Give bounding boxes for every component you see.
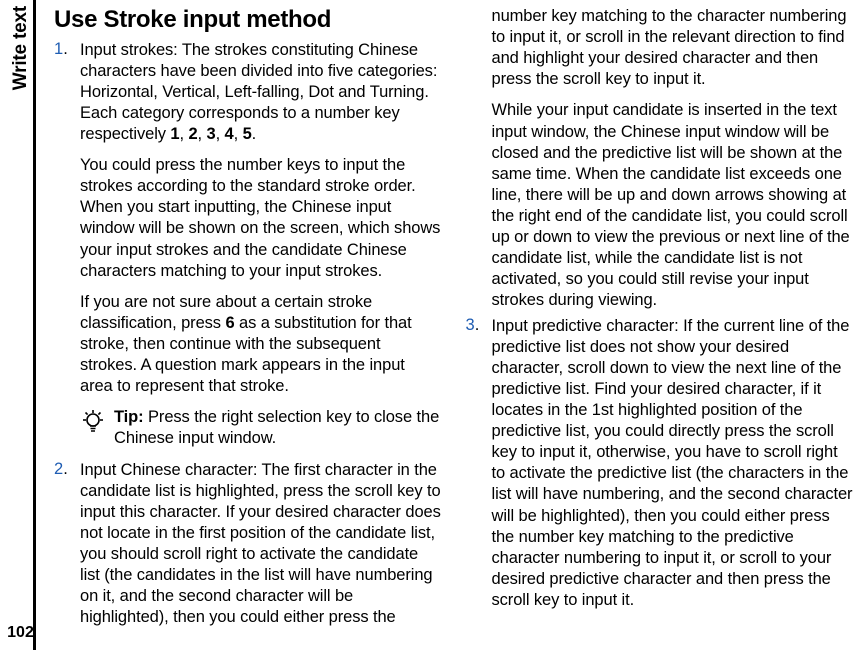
step-paragraph: Input predictive character: If the curre… bbox=[492, 316, 854, 612]
step-paragraph: While your input candidate is inserted i… bbox=[492, 100, 854, 311]
step-paragraph: You could press the number keys to input… bbox=[80, 155, 442, 282]
page-title: Use Stroke input method bbox=[54, 6, 442, 34]
tip-block: Tip: Press the right selection key to cl… bbox=[80, 407, 442, 449]
step-paragraph: If you are not sure about a certain stro… bbox=[80, 292, 442, 398]
section-label: Write text bbox=[10, 6, 32, 90]
sidebar: Write text 102 bbox=[8, 0, 36, 650]
step-number: 2. bbox=[54, 460, 68, 479]
steps-list: 1. Input strokes: The strokes constitutin… bbox=[54, 6, 853, 634]
lightbulb-icon bbox=[80, 409, 106, 440]
step-paragraph: Input strokes: The strokes constituting … bbox=[80, 40, 442, 146]
step-item: 1. Input strokes: The strokes constitutin… bbox=[54, 40, 442, 450]
step-number: 1. bbox=[54, 40, 68, 59]
content-area: Use Stroke input method 1. Input strokes:… bbox=[40, 0, 861, 640]
tip-text: Tip: Press the right selection key to cl… bbox=[114, 407, 442, 449]
step-item: 3. Input predictive character: If the cur… bbox=[466, 316, 854, 612]
step-number: 3. bbox=[466, 316, 480, 335]
page: Write text 102 Use Stroke input method 1… bbox=[0, 0, 861, 650]
page-number: 102 bbox=[7, 624, 34, 642]
